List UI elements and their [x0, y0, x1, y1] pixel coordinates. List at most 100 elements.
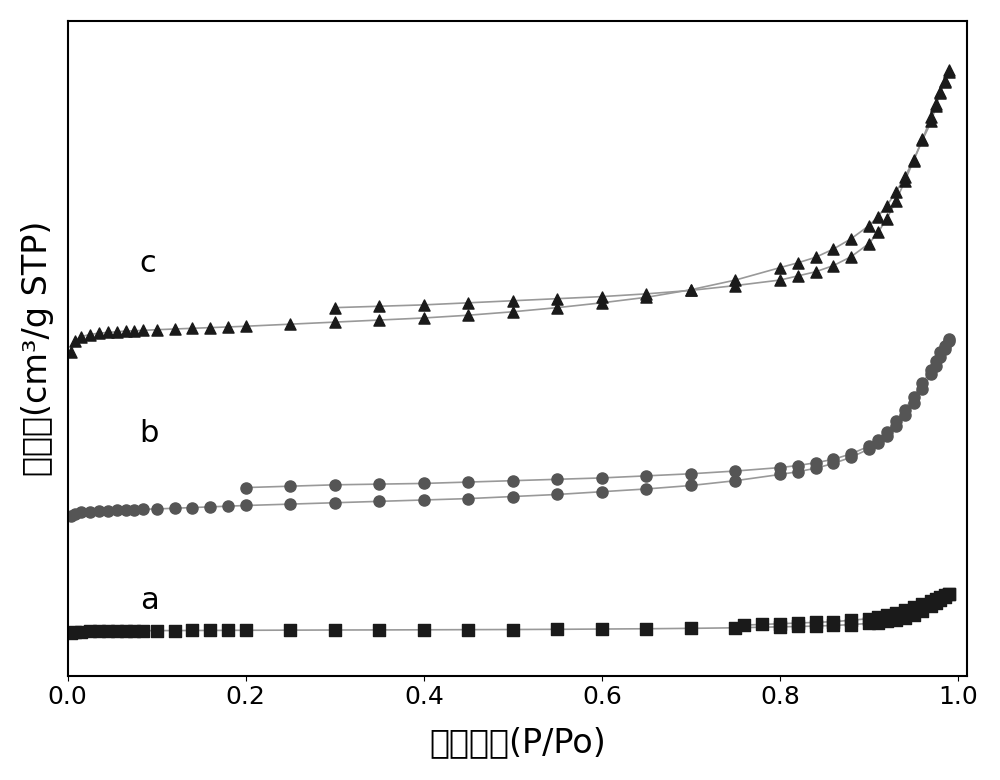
- Point: [594, 290, 610, 303]
- Point: [879, 425, 895, 438]
- Point: [220, 500, 236, 512]
- Point: [109, 504, 125, 516]
- Point: [683, 283, 699, 296]
- Point: [184, 502, 200, 514]
- Point: [727, 465, 743, 477]
- Point: [914, 377, 930, 389]
- Point: [371, 495, 387, 508]
- Point: [937, 589, 953, 601]
- Point: [772, 618, 788, 630]
- Point: [879, 212, 895, 225]
- Point: [460, 492, 476, 505]
- Point: [897, 612, 913, 624]
- Point: [727, 474, 743, 487]
- Point: [906, 154, 922, 167]
- Point: [861, 219, 877, 232]
- Point: [135, 503, 151, 516]
- Point: [932, 594, 948, 606]
- Point: [505, 474, 521, 487]
- Point: [928, 597, 944, 609]
- Point: [594, 622, 610, 635]
- Point: [63, 346, 79, 358]
- Point: [843, 614, 859, 626]
- Point: [932, 351, 948, 363]
- Point: [888, 186, 904, 199]
- X-axis label: 相对压力(P/Po): 相对压力(P/Po): [429, 726, 606, 759]
- Point: [923, 115, 939, 128]
- Point: [897, 604, 913, 616]
- Text: b: b: [140, 419, 159, 448]
- Point: [683, 622, 699, 635]
- Point: [825, 615, 841, 628]
- Point: [638, 291, 654, 303]
- Point: [727, 622, 743, 634]
- Point: [638, 470, 654, 482]
- Point: [327, 301, 343, 314]
- Point: [371, 478, 387, 491]
- Point: [167, 624, 183, 636]
- Point: [91, 327, 107, 339]
- Point: [790, 466, 806, 478]
- Point: [928, 98, 944, 111]
- Point: [727, 279, 743, 292]
- Point: [879, 200, 895, 212]
- Point: [327, 624, 343, 636]
- Point: [870, 211, 886, 223]
- Point: [202, 321, 218, 334]
- Point: [932, 86, 948, 98]
- Point: [594, 485, 610, 498]
- Point: [505, 623, 521, 636]
- Point: [914, 597, 930, 610]
- Point: [100, 625, 116, 637]
- Point: [683, 284, 699, 296]
- Point: [879, 615, 895, 628]
- Point: [861, 237, 877, 250]
- Point: [282, 318, 298, 331]
- Point: [100, 505, 116, 517]
- Point: [870, 226, 886, 239]
- Point: [906, 396, 922, 409]
- Point: [879, 609, 895, 622]
- Point: [282, 624, 298, 636]
- Point: [937, 342, 953, 355]
- Point: [135, 625, 151, 637]
- Point: [109, 325, 125, 338]
- Point: [638, 622, 654, 635]
- Point: [941, 588, 957, 601]
- Point: [126, 324, 142, 337]
- Point: [923, 600, 939, 612]
- Point: [906, 154, 922, 166]
- Point: [100, 326, 116, 339]
- Point: [932, 87, 948, 100]
- Point: [754, 619, 770, 631]
- Point: [790, 620, 806, 633]
- Point: [460, 296, 476, 309]
- Point: [638, 483, 654, 495]
- Point: [238, 481, 254, 494]
- Point: [549, 623, 565, 636]
- Point: [861, 617, 877, 629]
- Point: [327, 316, 343, 328]
- Point: [923, 367, 939, 380]
- Point: [772, 468, 788, 480]
- Point: [238, 624, 254, 636]
- Point: [808, 616, 824, 629]
- Point: [282, 480, 298, 492]
- Point: [897, 403, 913, 416]
- Point: [906, 601, 922, 613]
- Point: [808, 456, 824, 469]
- Point: [843, 448, 859, 460]
- Point: [888, 195, 904, 207]
- Point: [897, 176, 913, 188]
- Point: [736, 619, 752, 631]
- Point: [808, 265, 824, 278]
- Point: [416, 477, 432, 490]
- Point: [923, 594, 939, 607]
- Point: [184, 322, 200, 335]
- Point: [937, 339, 953, 352]
- Point: [683, 467, 699, 480]
- Point: [416, 623, 432, 636]
- Point: [683, 479, 699, 491]
- Point: [549, 473, 565, 485]
- Point: [914, 383, 930, 395]
